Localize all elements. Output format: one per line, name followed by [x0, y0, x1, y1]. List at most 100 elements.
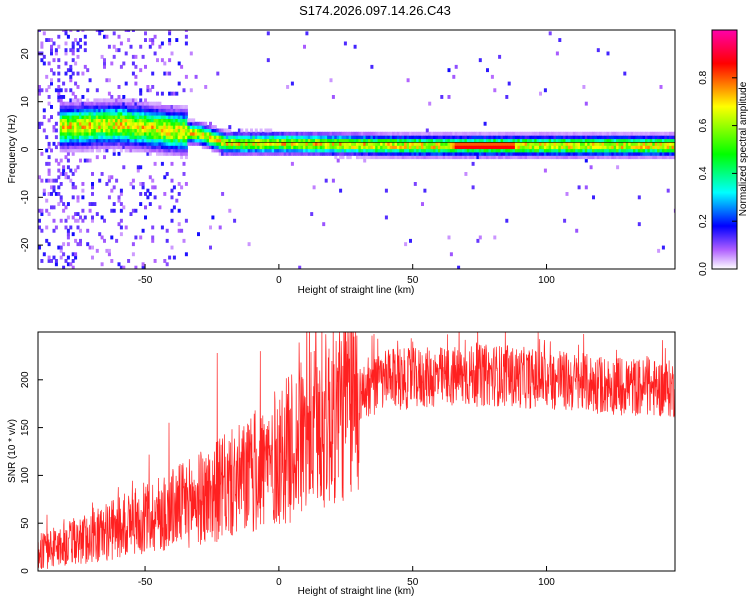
spectrogram-cell — [139, 121, 143, 126]
spectrogram-cell — [98, 232, 102, 237]
spectrogram-cell — [83, 111, 87, 116]
spectrogram-cell — [40, 44, 44, 49]
spectrogram-cell — [105, 128, 109, 133]
spectrogram-cell — [319, 141, 323, 146]
spectrogram-cell — [476, 151, 480, 156]
spectrogram-cell — [184, 131, 188, 136]
spectrogram-cell — [570, 138, 574, 143]
spectrogram-cell — [276, 148, 280, 153]
spectrogram-cell — [288, 145, 292, 150]
spectrogram-cell — [298, 135, 302, 140]
spectrogram-cell — [372, 131, 376, 136]
spectrogram-cell — [575, 141, 579, 146]
spectrogram-cell — [546, 148, 550, 153]
spectrogram-cell — [572, 131, 576, 136]
spectrogram-cell — [548, 155, 552, 160]
spectrogram-cell — [189, 131, 193, 136]
spectrogram-cell — [380, 155, 384, 160]
spectrogram-cell — [298, 145, 302, 150]
spectrogram-cell — [172, 91, 176, 96]
spectrogram-cell — [519, 155, 523, 160]
spectrogram-cell — [327, 151, 331, 156]
spectrogram-cell — [66, 145, 70, 150]
spectrogram-cell — [153, 138, 157, 143]
spectrogram-cell — [136, 105, 140, 109]
spectrogram-cell — [389, 135, 393, 140]
spectrogram-cell — [66, 121, 70, 126]
spectrogram-cell — [93, 131, 97, 136]
spectrogram-cell — [79, 111, 82, 116]
spectrogram-cell — [141, 54, 145, 59]
spectrogram-cell — [563, 145, 567, 150]
spectrogram-cell — [66, 215, 70, 220]
spectrogram-cell — [551, 155, 555, 160]
spectrogram-cell — [50, 105, 53, 109]
spectrogram-cell — [546, 141, 550, 146]
spectrogram-cell — [269, 148, 273, 153]
spectrogram-cell — [495, 138, 499, 143]
spectrogram-cell — [616, 151, 620, 156]
spectrogram-cell — [172, 111, 176, 116]
spectrogram-cell — [172, 108, 176, 113]
spectrogram-cell — [148, 141, 152, 146]
spectrogram-cell — [213, 125, 217, 129]
spectrogram-cell — [172, 185, 176, 190]
spectrogram-cell — [606, 131, 610, 136]
spectrogram-cell — [613, 148, 617, 153]
spectrogram-cell — [247, 148, 251, 153]
spectrogram-cell — [110, 145, 114, 150]
spectrogram-cell — [645, 148, 648, 153]
spectrogram-cell — [548, 31, 552, 36]
spectrogram-cell — [488, 135, 492, 140]
spectrogram-cell — [601, 145, 605, 150]
spectrogram-cell — [584, 101, 588, 106]
spectrogram-cell — [95, 131, 99, 136]
spectrogram-cell — [115, 131, 119, 136]
spectrogram-cell — [66, 111, 70, 116]
spectrogram-cell — [62, 131, 66, 136]
spectrogram-cell — [336, 158, 340, 163]
spectrogram-cell — [351, 151, 355, 156]
spectrogram-cell — [146, 85, 150, 89]
spectrogram-cell — [91, 202, 94, 206]
spectrogram-cell — [76, 115, 80, 119]
spectrogram-cell — [254, 145, 258, 150]
spectrogram-cell — [601, 141, 605, 146]
spectrogram-cell — [551, 138, 555, 143]
spectrogram-cell — [394, 145, 398, 150]
spectrogram-cell — [88, 135, 92, 140]
spectrogram-cell — [66, 255, 70, 260]
spectrogram-cell — [372, 135, 376, 140]
spectrogram-cell — [76, 125, 80, 129]
spectrogram-cell — [134, 108, 138, 113]
spectrogram-cell — [177, 61, 181, 66]
spectrogram-cell — [71, 58, 75, 63]
spectrogram-cell — [156, 131, 159, 136]
spectrogram-cell — [88, 141, 92, 146]
spectrogram-cell — [134, 128, 138, 133]
spectrogram-cell — [117, 151, 121, 156]
spectrogram-cell — [54, 158, 58, 163]
spectrogram-cell — [52, 188, 56, 193]
spectrogram-cell — [382, 145, 386, 150]
spectrogram-cell — [194, 141, 198, 146]
y-tick-label: 150 — [20, 419, 31, 436]
spectrogram-cell — [616, 135, 620, 140]
spectrogram-cell — [625, 145, 629, 150]
spectrogram-cell — [144, 98, 147, 103]
spectrogram-cell — [47, 255, 51, 260]
spectrogram-cell — [459, 141, 463, 146]
spectrogram-cell — [368, 148, 371, 153]
spectrogram-cell — [76, 111, 80, 116]
spectrogram-cell — [363, 135, 367, 140]
spectrogram-cell — [83, 115, 87, 119]
spectrogram-cell — [558, 141, 562, 146]
spectrogram-cell — [642, 148, 646, 153]
spectrogram-cell — [122, 108, 126, 113]
spectrogram-cell — [184, 121, 188, 126]
spectrogram-cell — [310, 145, 314, 150]
spectrogram-cell — [180, 105, 184, 109]
spectrogram-cell — [500, 155, 504, 160]
spectrogram-cell — [252, 135, 256, 140]
spectrogram-cell — [230, 141, 234, 146]
